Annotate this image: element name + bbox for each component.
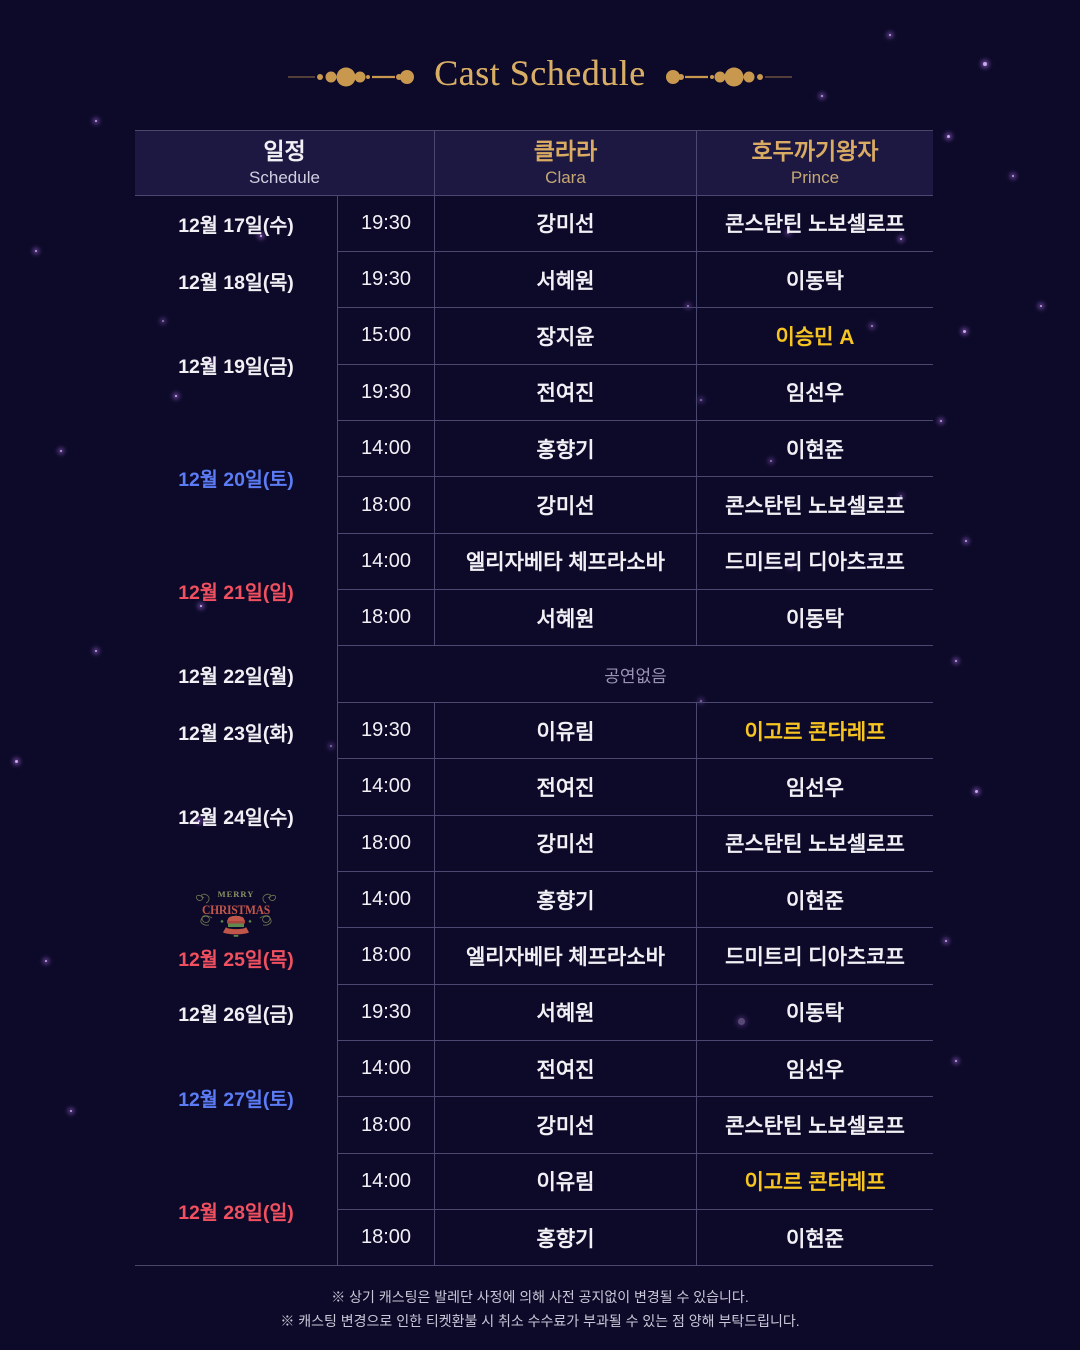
svg-text:MERRY: MERRY [218, 889, 255, 899]
svg-text:CHRISTMAS: CHRISTMAS [202, 902, 270, 917]
